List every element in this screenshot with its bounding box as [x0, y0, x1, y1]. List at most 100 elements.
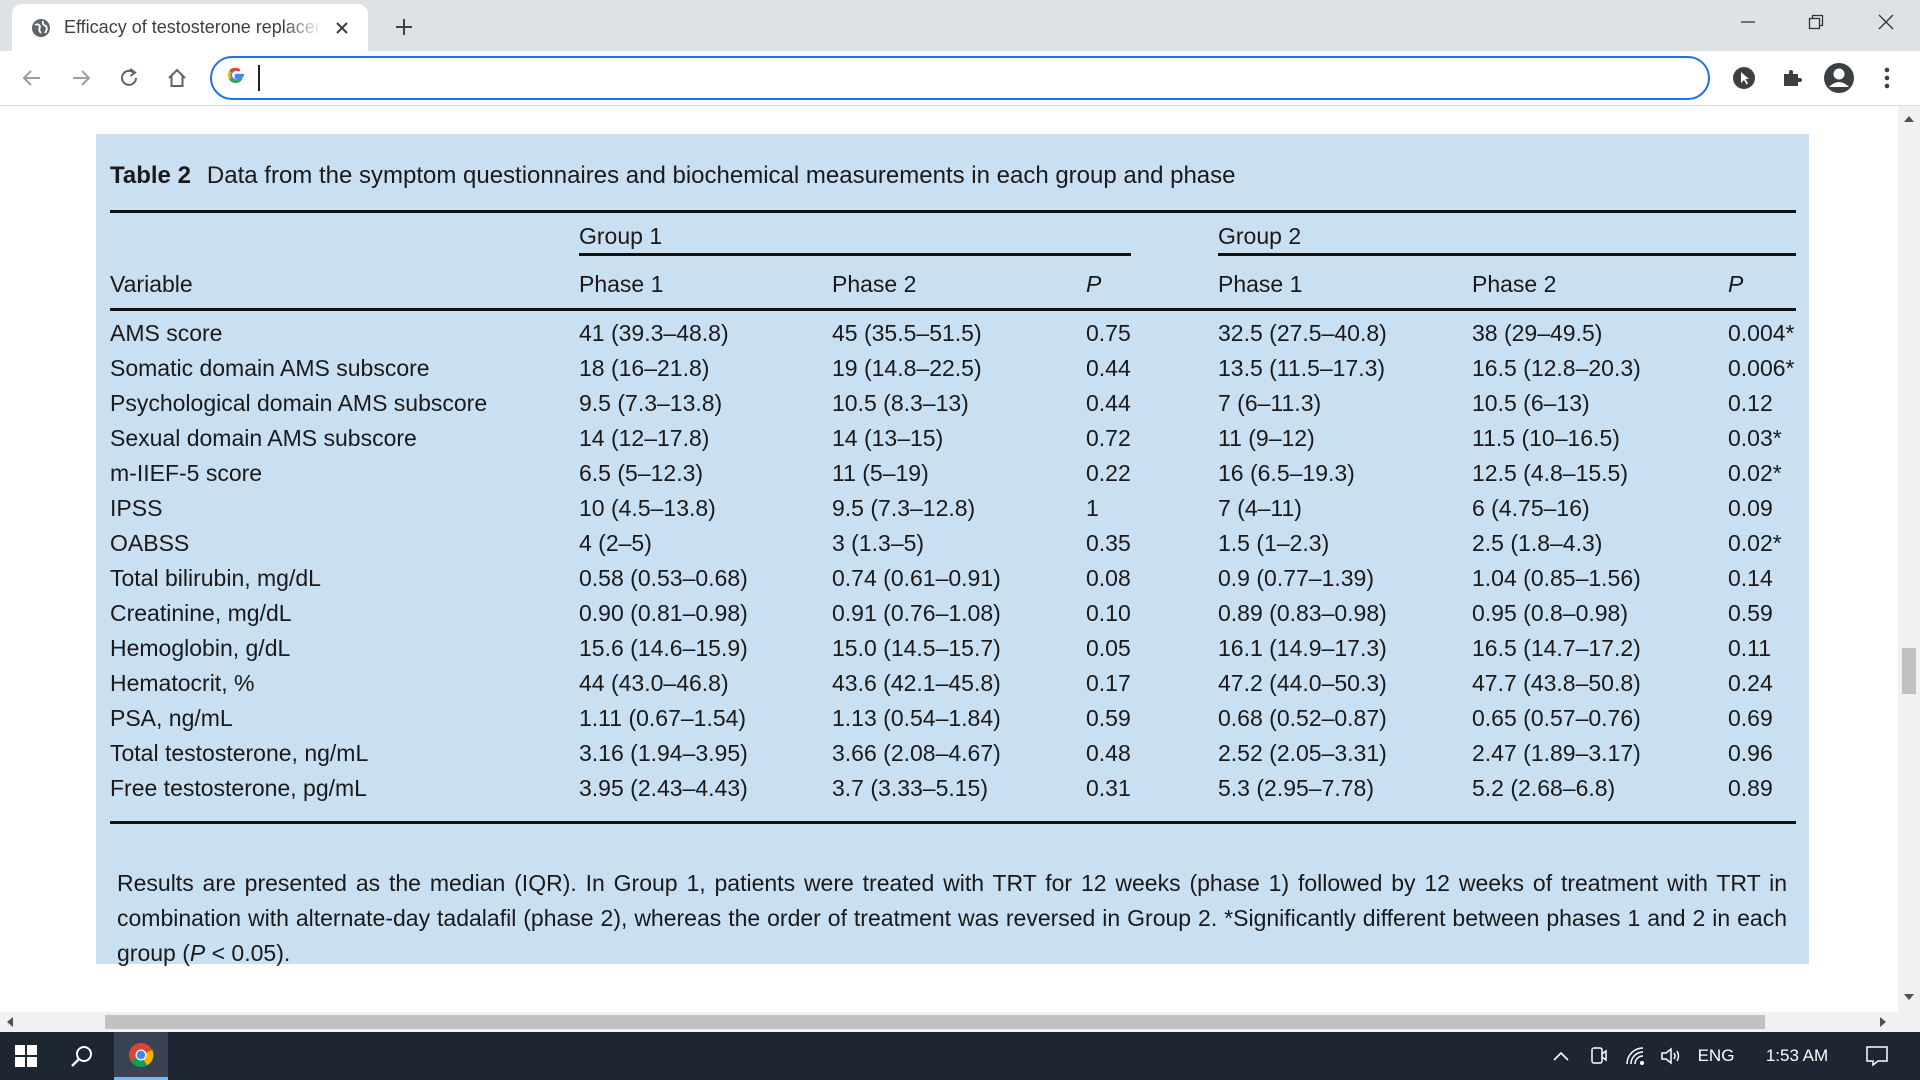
restore-button[interactable]: [1782, 0, 1850, 44]
menu-button[interactable]: [1868, 59, 1906, 97]
row-variable: Total bilirubin, mg/dL: [110, 565, 321, 591]
search-icon[interactable]: [58, 1032, 106, 1080]
language-label: ENG: [1697, 1046, 1735, 1065]
address-bar[interactable]: [210, 56, 1710, 100]
table-cell: 11 (5–19): [832, 460, 929, 486]
text-caret: [258, 65, 260, 91]
page-viewport: Table 2 Data from the symptom questionnai…: [0, 106, 1898, 1012]
row-variable: Psychological domain AMS subscore: [110, 390, 488, 416]
table-cell: 2.47 (1.89–3.17): [1472, 740, 1641, 766]
table-cell: 0.95 (0.8–0.98): [1472, 600, 1629, 626]
volume-icon[interactable]: [1656, 1032, 1688, 1080]
address-input[interactable]: [268, 67, 1668, 89]
table-cell: 5.3 (2.95–7.78): [1218, 775, 1375, 801]
table-cell: 0.10: [1086, 600, 1131, 626]
horizontal-scrollbar[interactable]: [0, 1012, 1898, 1032]
reload-button[interactable]: [110, 59, 148, 97]
footnote-p: P: [189, 940, 206, 966]
table-cell: 0.59: [1086, 705, 1131, 731]
row-variable: Creatinine, mg/dL: [110, 600, 292, 626]
chevron-up-icon[interactable]: [1548, 1032, 1574, 1080]
table-cell: 3.66 (2.08–4.67): [832, 740, 1001, 766]
wifi-icon[interactable]: [1620, 1032, 1652, 1080]
table-cell: 0.35: [1086, 530, 1131, 556]
table-cell: 0.11: [1728, 635, 1772, 661]
scroll-down-arrow-icon[interactable]: [1904, 994, 1914, 1000]
table-cell: 0.17: [1086, 670, 1131, 696]
row-variable: m-IIEF-5 score: [110, 460, 263, 486]
close-icon: [1878, 14, 1894, 30]
table-cell: 45 (35.5–51.5): [832, 320, 982, 346]
clock[interactable]: 1:53 AM: [1752, 1032, 1842, 1080]
scroll-left-arrow-icon[interactable]: [7, 1017, 13, 1027]
table-cell: 6.5 (5–12.3): [579, 460, 704, 486]
table-cell: 47.7 (43.8–50.8): [1472, 670, 1641, 696]
table-caption-text: Data from the symptom questionnaires and…: [206, 162, 1236, 189]
reload-icon: [121, 68, 137, 86]
scroll-up-arrow-icon[interactable]: [1904, 116, 1914, 122]
table-cell: 0.44: [1086, 390, 1131, 416]
tab-strip: Efficacy of testosterone replacement the…: [0, 0, 1920, 51]
tab-title: Efficacy of testosterone replacement the…: [64, 17, 322, 37]
data-table: Table 2 Data from the symptom questionnai…: [96, 134, 1809, 966]
window-close-button[interactable]: [1852, 0, 1920, 44]
language-indicator[interactable]: ENG: [1694, 1032, 1738, 1080]
windows-start-icon[interactable]: [0, 1032, 52, 1080]
clock-time: 1:53 AM: [1765, 1046, 1829, 1065]
notification-icon[interactable]: [1852, 1032, 1902, 1080]
kebab-menu-icon: [1884, 67, 1890, 89]
table-cell: 0.9 (0.77–1.39): [1218, 565, 1375, 591]
table-cell: 15.0 (14.5–15.7): [832, 635, 1001, 661]
column-header: Phase 2: [832, 271, 917, 297]
browser-toolbar: [0, 51, 1920, 106]
minimize-button[interactable]: [1714, 0, 1782, 44]
close-icon[interactable]: [330, 16, 354, 40]
scroll-right-arrow-icon[interactable]: [1880, 1017, 1886, 1027]
extension-button[interactable]: [1725, 59, 1763, 97]
minimize-icon: [1741, 21, 1755, 23]
globe-icon: [30, 17, 52, 39]
chrome-icon[interactable]: [114, 1032, 168, 1080]
table-cell: 15.6 (14.6–15.9): [579, 635, 748, 661]
footnote-text: Results are presented as the median (IQR…: [117, 870, 1787, 966]
table-cell: 16.5 (14.7–17.2): [1472, 635, 1641, 661]
meet-now-icon[interactable]: [1584, 1032, 1614, 1080]
row-variable: Somatic domain AMS subscore: [110, 355, 430, 381]
table-cell: 11 (9–12): [1218, 425, 1315, 451]
table-cell: 10.5 (6–13): [1472, 390, 1590, 416]
table-cell: 0.03*: [1728, 425, 1782, 451]
horizontal-scroll-thumb[interactable]: [105, 1015, 1765, 1029]
table-cell: 0.006*: [1728, 355, 1795, 381]
google-g-icon: [226, 65, 246, 91]
vertical-scroll-thumb[interactable]: [1902, 648, 1916, 694]
table-cell: 44 (43.0–46.8): [579, 670, 729, 696]
group2-rule: [1218, 253, 1796, 256]
extensions-button[interactable]: [1773, 59, 1811, 97]
table-cell: 16.5 (12.8–20.3): [1472, 355, 1641, 381]
table-cell: 0.48: [1086, 740, 1131, 766]
table-cell: 41 (39.3–48.8): [579, 320, 729, 346]
table-cell: 3.16 (1.94–3.95): [579, 740, 748, 766]
group1-header: Group 1: [579, 223, 663, 249]
table-cell: 0.91 (0.76–1.08): [832, 600, 1001, 626]
home-button[interactable]: [158, 59, 196, 97]
table-top-rule: [110, 210, 1796, 213]
table-cell: 0.96: [1728, 740, 1773, 766]
table-cell: 9.5 (7.3–13.8): [579, 390, 723, 416]
table-cell: 0.09: [1728, 495, 1773, 521]
table-cell: 0.75: [1086, 320, 1131, 346]
table-cell: 19 (14.8–22.5): [832, 355, 982, 381]
table-cell: 0.89: [1728, 775, 1773, 801]
table-cell: 14 (13–15): [832, 425, 944, 451]
table-cell: 0.22: [1086, 460, 1131, 486]
browser-tab[interactable]: Efficacy of testosterone replacement the…: [12, 4, 368, 51]
back-button[interactable]: [13, 59, 51, 97]
table-cell: 43.6 (42.1–45.8): [832, 670, 1001, 696]
table-cell: 0.31: [1086, 775, 1131, 801]
puzzle-icon: [1784, 70, 1802, 86]
new-tab-button[interactable]: [389, 12, 419, 42]
forward-button[interactable]: [62, 59, 100, 97]
profile-button[interactable]: [1820, 59, 1858, 97]
row-variable: OABSS: [110, 530, 190, 556]
vertical-scrollbar[interactable]: [1898, 106, 1920, 1012]
